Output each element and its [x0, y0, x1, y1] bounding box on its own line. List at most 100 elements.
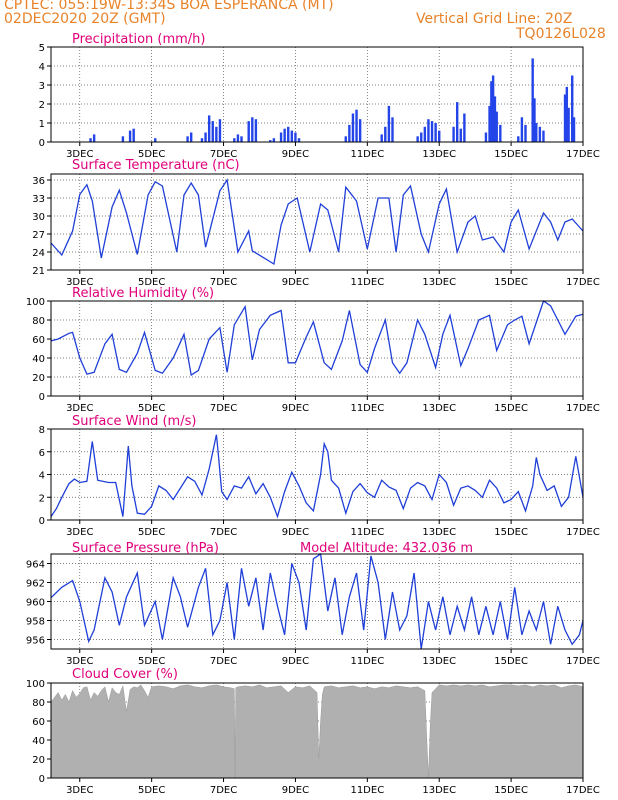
precip-bar — [452, 126, 455, 142]
y-tick-label: 24 — [32, 248, 45, 259]
precip-bar — [438, 130, 441, 142]
precip-bar — [565, 86, 569, 142]
precip-bar — [348, 124, 351, 142]
precip-bar — [132, 128, 135, 142]
precip-bar — [517, 136, 520, 142]
precip-bar — [567, 107, 570, 142]
plot-frame — [50, 173, 584, 271]
precip-bar — [387, 105, 391, 142]
precip-bar — [240, 136, 243, 142]
x-tick-label: 13DEC — [422, 403, 456, 414]
precip-bar — [186, 136, 189, 142]
precip-bar — [416, 136, 419, 142]
x-tick-label: 11DEC — [350, 277, 384, 288]
panel-5 — [47, 552, 584, 653]
precip-bar — [128, 130, 132, 142]
y-tick-label: 956 — [26, 636, 45, 647]
x-tick-label: 9DEC — [282, 403, 309, 414]
precip-bar — [207, 115, 211, 142]
series-line — [50, 178, 584, 266]
y-tick-label: 20 — [32, 373, 45, 384]
precip-bar — [269, 140, 272, 142]
precip-bar — [499, 124, 502, 142]
precip-bar — [287, 126, 290, 142]
x-tick-label: 3DEC — [66, 527, 93, 538]
x-tick-label: 5DEC — [138, 527, 165, 538]
station-header: CPTEC: 055:19W-13:34S BOA ESPERANCA (MT) — [4, 0, 334, 13]
y-tick-label: 2 — [39, 100, 45, 111]
panel-2 — [47, 173, 584, 274]
precip-bar — [391, 117, 394, 142]
panel-4 — [47, 428, 584, 524]
precip-bar — [488, 105, 491, 142]
y-tick-label: 2 — [39, 493, 45, 504]
cloud-cover-area — [50, 684, 584, 779]
y-tick-label: 8 — [39, 425, 45, 436]
precip-bar — [423, 126, 427, 142]
date-header: 02DEC2020 20Z (GMT) — [4, 11, 166, 27]
y-tick-label: 962 — [26, 579, 45, 590]
y-tick-label: 80 — [32, 698, 45, 709]
x-tick-label: 17DEC — [566, 149, 600, 160]
y-tick-label: 33 — [32, 194, 45, 205]
x-tick-label: 5DEC — [138, 656, 165, 667]
y-tick-label: 3 — [39, 81, 45, 92]
y-tick-label: 30 — [32, 212, 45, 223]
x-tick-label: 11DEC — [350, 403, 384, 414]
y-tick-label: 21 — [32, 266, 45, 277]
y-tick-label: 1 — [39, 119, 45, 130]
precip-bar — [215, 126, 218, 142]
panel-title: Relative Humidity (%) — [72, 286, 214, 301]
x-tick-label: 11DEC — [350, 785, 384, 796]
precip-bar — [154, 138, 157, 142]
x-tick-label: 17DEC — [566, 277, 600, 288]
precip-bar — [351, 113, 355, 142]
precip-bar — [571, 75, 574, 142]
precip-bar — [455, 102, 459, 142]
x-tick-label: 17DEC — [566, 403, 600, 414]
y-tick-label: 100 — [26, 679, 45, 690]
x-tick-label: 13DEC — [422, 149, 456, 160]
precip-bar — [495, 111, 498, 142]
x-tick-label: 15DEC — [494, 277, 528, 288]
precip-bar — [92, 134, 96, 142]
y-tick-label: 0 — [39, 516, 45, 527]
precip-bar — [294, 132, 297, 142]
y-tick-label: 80 — [32, 316, 45, 327]
precip-bar — [254, 119, 258, 142]
x-tick-label: 15DEC — [494, 403, 528, 414]
x-tick-label: 11DEC — [350, 527, 384, 538]
precip-bar — [533, 98, 536, 142]
precip-bar — [535, 123, 538, 142]
plot-frame — [50, 553, 584, 650]
x-tick-label: 9DEC — [282, 149, 309, 160]
precip-bar — [279, 132, 283, 142]
x-tick-label: 13DEC — [422, 656, 456, 667]
y-tick-label: 27 — [32, 230, 45, 241]
x-tick-label: 5DEC — [138, 277, 165, 288]
panel-1 — [47, 46, 584, 146]
precip-bar — [251, 117, 254, 142]
x-tick-label: 7DEC — [210, 785, 237, 796]
precip-bar — [290, 130, 294, 142]
precip-bar — [272, 138, 276, 142]
precip-bar — [204, 132, 207, 142]
precip-bar — [218, 119, 222, 142]
x-tick-label: 3DEC — [66, 149, 93, 160]
precip-bar — [200, 138, 204, 142]
x-tick-label: 15DEC — [494, 527, 528, 538]
precip-bar — [490, 81, 493, 142]
series-line — [50, 434, 584, 519]
precip-bar — [484, 132, 488, 142]
precip-bar — [297, 138, 301, 142]
precip-bar — [538, 126, 542, 142]
plot-frame — [50, 46, 584, 143]
y-tick-label: 960 — [26, 598, 45, 609]
y-tick-label: 0 — [39, 774, 45, 785]
x-tick-label: 7DEC — [210, 277, 237, 288]
precip-bar — [344, 136, 347, 142]
series-line — [50, 552, 584, 650]
precip-bar — [524, 124, 527, 142]
precip-bar — [531, 58, 534, 142]
